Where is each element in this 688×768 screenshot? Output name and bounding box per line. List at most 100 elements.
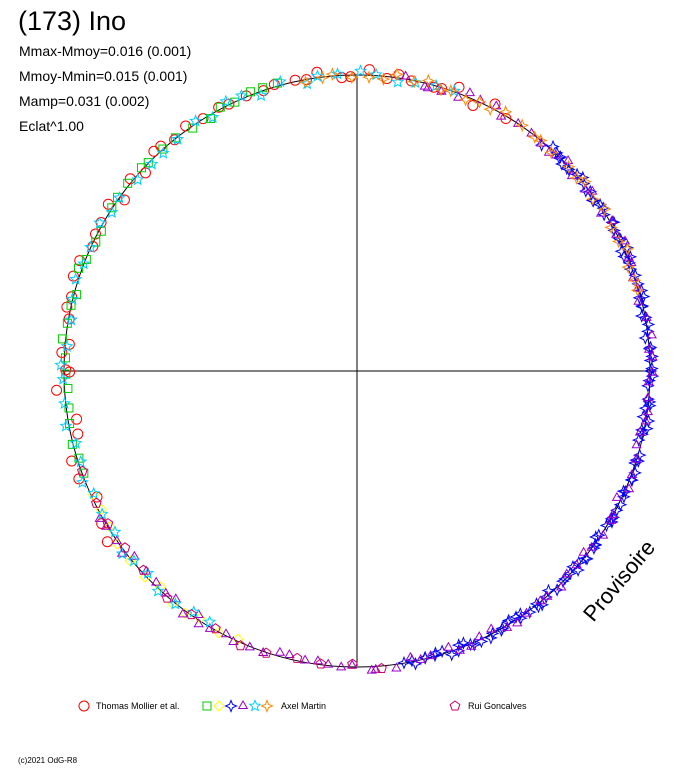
data-point-orange-star4 [407,74,422,89]
data-point-orange-star4 [621,260,636,274]
data-point-maroon-pentagon [161,592,173,603]
data-point-red-circle [180,120,192,132]
data-point-purple-triangle [543,146,555,156]
data-point-cyan-star5 [369,67,383,81]
data-point-orange-star4 [443,83,458,98]
data-point-purple-triangle [633,295,644,305]
data-point-red-circle [289,74,301,86]
data-point-blue-star4 [556,574,570,589]
data-point-maroon-pentagon [291,652,303,663]
legend-marker-yellow [213,700,225,712]
data-point-purple-triangle [643,343,655,353]
data-point-purple-triangle [129,550,140,560]
data-point-blue-star4 [397,655,411,670]
legend-label-martin: Axel Martin [281,701,326,711]
data-point-maroon-pentagon [186,608,197,620]
data-point-yellow-diamond [103,520,116,533]
data-point-purple-triangle [284,649,295,658]
stat-mmoy-mmin: Mmoy-Mmin=0.015 (0.001) [19,68,188,84]
data-point-blue-star4 [495,621,510,636]
data-point-purple-triangle [595,207,607,217]
data-point-purple-triangle [580,183,591,193]
data-point-blue-star4 [631,277,645,291]
legend-label-goncalves: Rui Goncalves [468,701,527,711]
data-point-blue-star4 [588,530,603,544]
data-point-purple-triangle [419,80,430,90]
data-point-purple-triangle [464,87,476,97]
data-point-purple-triangle [641,311,652,321]
data-point-maroon-pentagon [138,564,149,575]
data-point-purple-triangle [391,662,402,672]
data-point-green-square [81,254,91,264]
data-point-orange-star4 [611,234,626,249]
data-point-purple-triangle [647,366,658,376]
data-point-cyan-star5 [127,553,141,567]
data-point-cyan-star5 [93,216,107,229]
data-point-purple-triangle [556,581,567,591]
data-point-blue-star4 [570,167,584,182]
data-point-cyan-star5 [254,88,268,101]
data-point-purple-triangle [400,70,411,80]
data-point-purple-triangle [634,426,646,436]
data-point-cyan-star5 [447,84,461,97]
data-point-purple-triangle [642,406,654,416]
data-point-orange-star4 [515,118,530,133]
data-point-purple-triangle [521,607,532,617]
data-point-blue-star4 [456,636,471,650]
data-point-blue-star4 [624,472,639,487]
data-point-blue-star4 [613,497,628,512]
chart-title: (173) Ino [18,6,127,36]
data-point-purple-triangle [631,439,642,449]
data-point-purple-triangle [501,621,513,631]
data-point-cyan-star5 [219,94,233,108]
data-point-purple-triangle [422,82,434,92]
data-point-orange-star4 [362,70,376,85]
data-point-blue-star4 [636,289,651,304]
data-point-purple-triangle [160,587,171,597]
data-point-blue-star4 [531,599,546,614]
data-point-purple-triangle [631,453,642,463]
data-point-orange-star4 [458,92,473,107]
data-point-orange-star4 [598,202,612,216]
data-point-maroon-pentagon [102,517,114,529]
data-point-purple-triangle [561,568,572,578]
data-point-yellow-diamond [95,503,108,516]
data-point-red-circle [500,113,512,125]
data-point-cyan-star5 [108,525,122,538]
data-point-cyan-star5 [58,396,72,410]
data-point-blue-star4 [634,309,649,323]
data-point-blue-star4 [571,563,585,577]
data-point-blue-star4 [605,515,619,529]
data-point-green-square [136,163,146,173]
data-point-purple-triangle [228,636,239,645]
data-point-orange-star4 [390,67,404,82]
data-point-cyan-star5 [77,257,91,270]
data-point-orange-star4 [630,283,645,298]
data-point-cyan-star5 [168,597,182,610]
data-point-green-square [63,383,73,393]
data-point-green-square [143,158,153,168]
data-point-green-square [230,97,240,107]
data-point-purple-triangle [415,653,426,663]
data-point-red-circle [101,536,113,548]
data-point-green-square [74,263,84,273]
data-point-green-square [107,203,117,213]
data-point-blue-star4 [616,484,631,499]
data-point-orange-star4 [569,171,584,185]
data-point-orange-star4 [376,72,391,86]
data-point-green-square [272,78,282,88]
legend-marker-blue [224,699,238,713]
data-point-green-square [215,102,225,112]
data-point-purple-triangle [170,593,182,603]
legend: Thomas Mollier et al. Axel Martin Rui Gonc… [78,699,527,713]
data-point-purple-triangle [611,228,622,238]
data-point-green-square [79,468,89,478]
data-point-purple-triangle [466,640,477,650]
data-point-cyan-star5 [105,205,119,218]
data-point-cyan-star5 [56,372,70,385]
data-point-orange-star4 [483,102,498,117]
data-point-orange-star4 [421,73,436,88]
data-point-purple-triangle [486,623,497,633]
data-point-maroon-pentagon [119,542,131,553]
data-point-purple-triangle [578,546,589,556]
